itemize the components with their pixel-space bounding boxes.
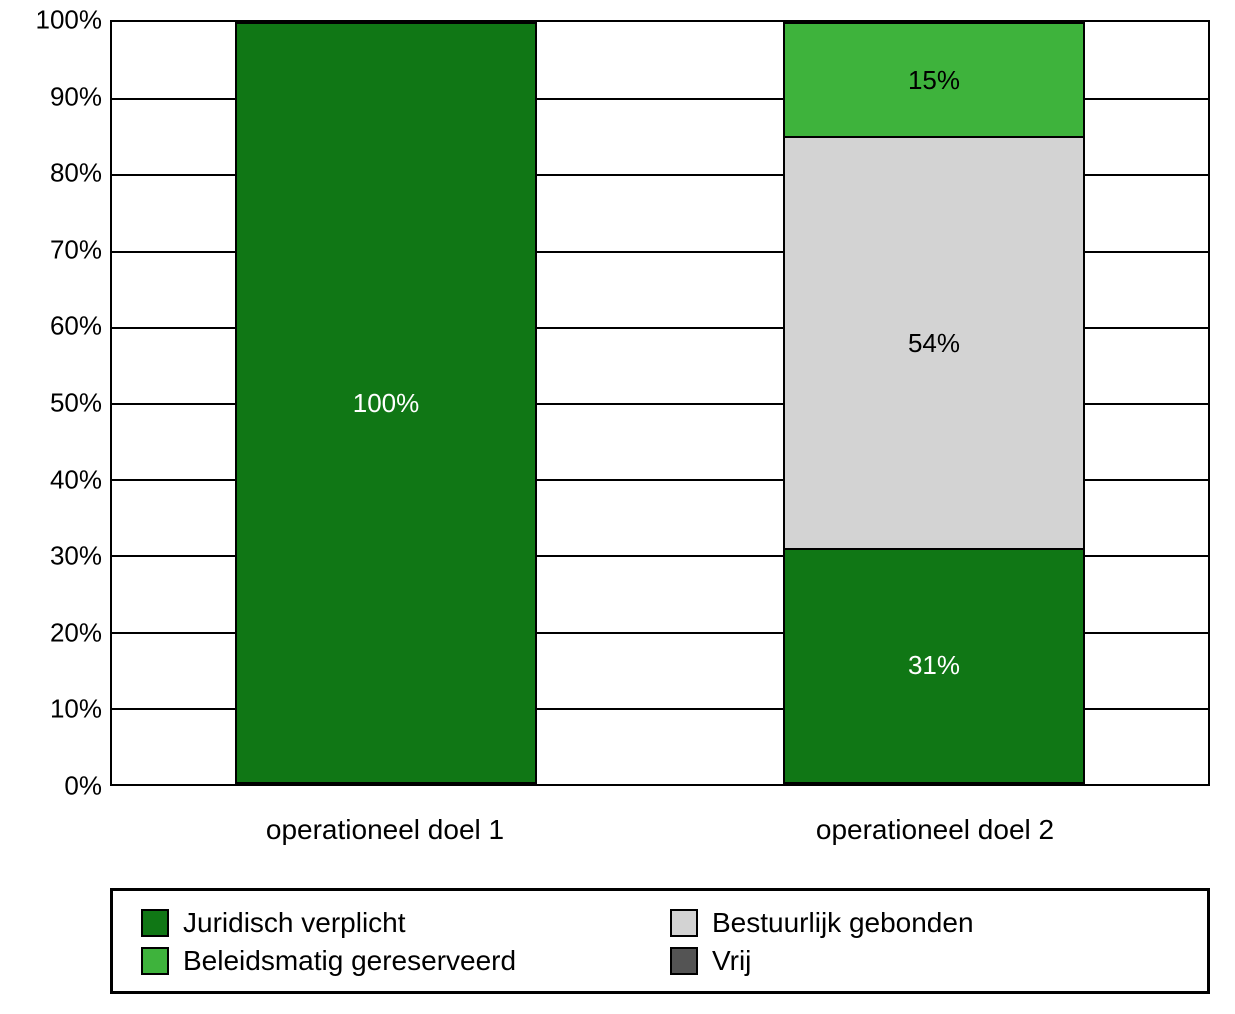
- y-tick-label: 10%: [50, 694, 102, 725]
- legend-label: Vrij: [712, 945, 751, 977]
- legend-label: Beleidsmatig gereserveerd: [183, 945, 516, 977]
- x-axis: operationeel doel 1operationeel doel 2: [110, 786, 1210, 846]
- y-tick-label: 70%: [50, 234, 102, 265]
- y-tick-label: 100%: [36, 5, 103, 36]
- legend-item: Beleidsmatig gereserveerd: [141, 945, 650, 977]
- plot-row: 0%10%20%30%40%50%60%70%80%90%100% 100%31…: [20, 20, 1215, 786]
- y-tick-label: 50%: [50, 388, 102, 419]
- bar-segment: 15%: [783, 22, 1085, 136]
- y-tick-label: 20%: [50, 617, 102, 648]
- bar-segment-label: 15%: [908, 65, 960, 96]
- y-tick-label: 80%: [50, 158, 102, 189]
- bar-segment: 100%: [235, 22, 537, 784]
- legend-swatch: [141, 947, 169, 975]
- legend: Juridisch verplicht Bestuurlijk gebonden B…: [110, 888, 1210, 994]
- x-tick-label: operationeel doel 1: [110, 786, 660, 846]
- legend-swatch: [670, 909, 698, 937]
- y-tick-label: 0%: [64, 771, 102, 802]
- legend-item: Juridisch verplicht: [141, 907, 650, 939]
- bar-segment: 54%: [783, 136, 1085, 547]
- bar-segment-label: 31%: [908, 650, 960, 681]
- y-axis: 0%10%20%30%40%50%60%70%80%90%100%: [20, 20, 110, 786]
- y-tick-label: 60%: [50, 311, 102, 342]
- legend-label: Bestuurlijk gebonden: [712, 907, 974, 939]
- y-tick-label: 90%: [50, 81, 102, 112]
- bars-layer: 100% 31% 54% 15%: [112, 22, 1208, 784]
- legend-swatch: [670, 947, 698, 975]
- bar-segment-label: 100%: [353, 388, 420, 419]
- legend-item: Bestuurlijk gebonden: [670, 907, 1179, 939]
- y-tick-label: 40%: [50, 464, 102, 495]
- stacked-bar-chart: 0% 10% 20% 30% 40% 50% 60% 70% 80% 90% 100% 100% 31…: [20, 20, 1215, 994]
- plot-area: 100% 31% 54% 15%: [110, 20, 1210, 786]
- bar-slot: 100%: [112, 22, 660, 784]
- legend-item: Vrij: [670, 945, 1179, 977]
- bar-segment-label: 54%: [908, 328, 960, 359]
- bar-slot: 31% 54% 15%: [660, 22, 1208, 784]
- y-tick-label: 30%: [50, 541, 102, 572]
- bar: 100%: [235, 22, 537, 784]
- legend-swatch: [141, 909, 169, 937]
- bar: 31% 54% 15%: [783, 22, 1085, 784]
- bar-segment: 31%: [783, 548, 1085, 784]
- x-tick-label: operationeel doel 2: [660, 786, 1210, 846]
- legend-label: Juridisch verplicht: [183, 907, 406, 939]
